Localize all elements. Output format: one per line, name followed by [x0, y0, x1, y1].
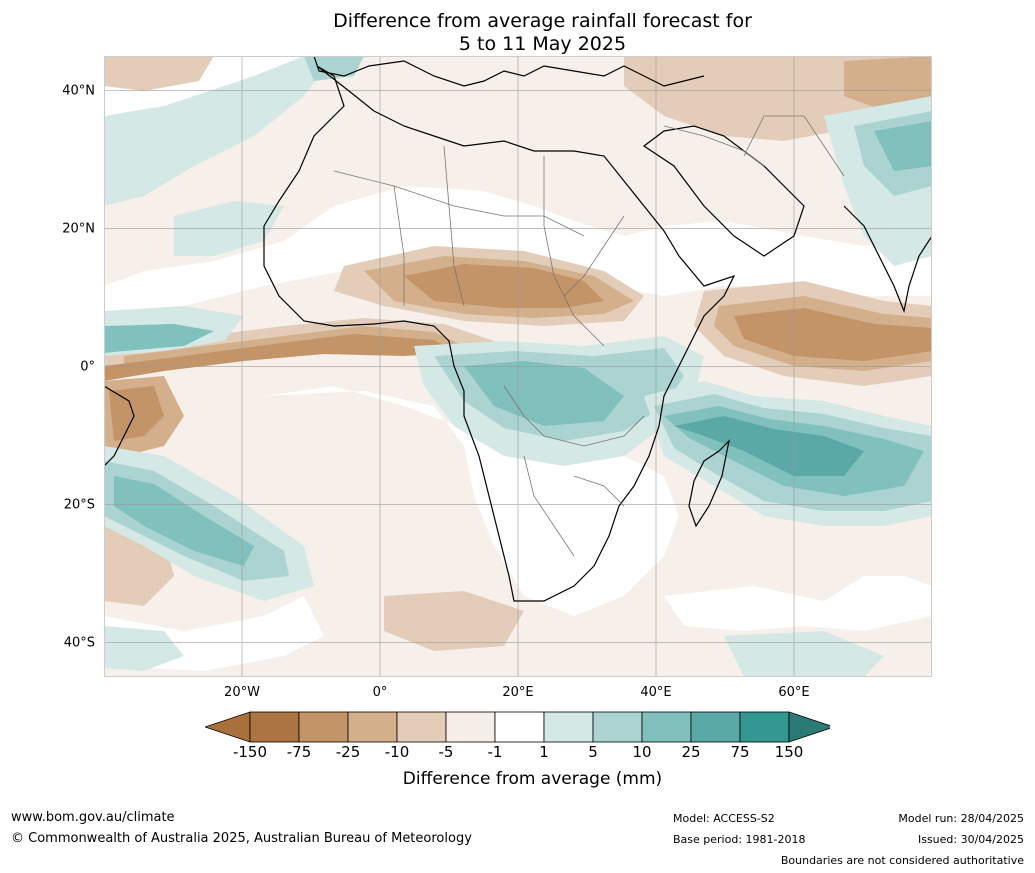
footer-model: Model: ACCESS-S2 — [673, 812, 775, 825]
country-borders — [333, 115, 845, 557]
colorbar-tick-label: -25 — [335, 743, 361, 761]
lon-label: 40°E — [640, 685, 672, 700]
footer-base-period: Base period: 1981-2018 — [673, 833, 806, 846]
lat-label: 20°N — [62, 221, 95, 236]
colorbar-segment — [298, 711, 349, 743]
colorbar-tick-label: -150 — [232, 743, 268, 761]
lat-label: 40°S — [63, 635, 95, 650]
colorbar-tick-label: 10 — [632, 743, 652, 761]
lat-label: 20°S — [63, 497, 95, 512]
lat-label: 0° — [80, 359, 95, 374]
colorbar-segment — [396, 711, 447, 743]
colorbar-tick-label: 75 — [730, 743, 750, 761]
footer-copyright: © Commonwealth of Australia 2025, Austra… — [11, 831, 472, 846]
rainfall-anomaly-map — [104, 56, 932, 677]
colorbar-segment — [739, 711, 790, 743]
colorbar — [203, 711, 836, 743]
colorbar-tick-label: -1 — [487, 743, 503, 761]
map-title-line-2: 5 to 11 May 2025 — [458, 33, 627, 55]
lon-label: 20°E — [502, 685, 534, 700]
colorbar-high-extend — [788, 711, 836, 743]
colorbar-segment — [494, 711, 545, 743]
footer-url[interactable]: www.bom.gov.au/climate — [11, 810, 175, 825]
lon-label: 20°W — [224, 685, 260, 700]
colorbar-segment — [543, 711, 594, 743]
footer-issued: Issued: 30/04/2025 — [917, 833, 1024, 846]
colorbar-segment — [690, 711, 741, 743]
footer-model-run: Model run: 28/04/2025 — [898, 812, 1024, 825]
below-average-areas — [104, 56, 932, 651]
colorbar-tick-label: 1 — [539, 743, 549, 761]
colorbar-segment — [592, 711, 643, 743]
colorbar-segment — [347, 711, 398, 743]
colorbar-tick-label: -10 — [384, 743, 410, 761]
above-average-areas — [104, 56, 932, 677]
graticule — [104, 56, 932, 677]
coastlines — [104, 56, 932, 602]
colorbar-segment — [249, 711, 300, 743]
colorbar-tick-label: 5 — [588, 743, 598, 761]
colorbar-tick-label: 150 — [774, 743, 804, 761]
footer-disclaimer: Boundaries are not considered authoritat… — [780, 854, 1024, 867]
colorbar-tick-label: -5 — [438, 743, 454, 761]
colorbar-tick-label: 25 — [681, 743, 701, 761]
map-title-line-1: Difference from average rainfall forecas… — [333, 10, 752, 32]
colorbar-segment — [445, 711, 496, 743]
lon-label: 0° — [372, 685, 388, 700]
colorbar-tick-label: -75 — [286, 743, 312, 761]
colorbar-label: Difference from average (mm) — [402, 769, 663, 789]
colorbar-segment — [641, 711, 692, 743]
lon-label: 60°E — [778, 685, 810, 700]
colorbar-low-extend — [203, 711, 251, 743]
lat-label: 40°N — [62, 83, 95, 98]
